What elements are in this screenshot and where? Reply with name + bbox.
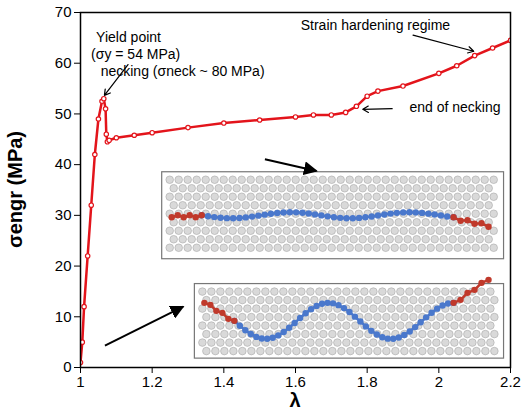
svg-text:Strain hardening regime: Strain hardening regime: [301, 17, 451, 33]
svg-text:necking (σneck ~ 80 MPa): necking (σneck ~ 80 MPa): [101, 63, 265, 79]
svg-text:Yield point: Yield point: [96, 29, 161, 45]
svg-text:end of necking: end of necking: [409, 99, 500, 115]
svg-text:1.8: 1.8: [357, 373, 378, 390]
svg-text:50: 50: [55, 105, 72, 122]
svg-text:1.2: 1.2: [142, 373, 163, 390]
svg-text:1.6: 1.6: [285, 373, 306, 390]
svg-text:(σy = 54 MPa): (σy = 54 MPa): [91, 46, 180, 62]
svg-text:2: 2: [435, 373, 443, 390]
svg-text:λ: λ: [289, 389, 300, 411]
svg-text:1: 1: [76, 373, 84, 390]
svg-text:0: 0: [63, 358, 71, 375]
svg-text:70: 70: [55, 3, 72, 20]
svg-text:60: 60: [55, 54, 72, 71]
svg-text:20: 20: [55, 257, 72, 274]
svg-text:30: 30: [55, 206, 72, 223]
svg-text:10: 10: [55, 308, 72, 325]
svg-text:1.4: 1.4: [213, 373, 234, 390]
svg-text:σengr (MPa): σengr (MPa): [4, 131, 26, 248]
svg-text:2.2: 2.2: [500, 373, 521, 390]
svg-text:40: 40: [55, 155, 72, 172]
